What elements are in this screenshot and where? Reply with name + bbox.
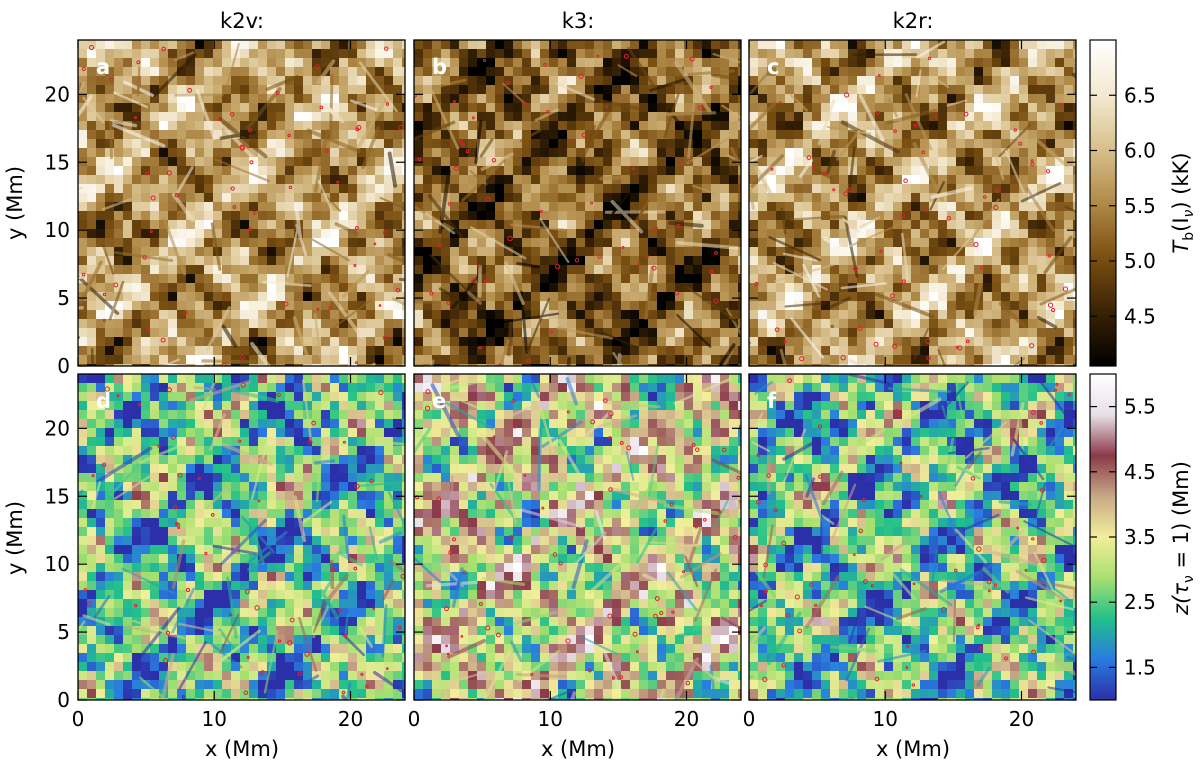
xtick-label: 20 [1009, 707, 1034, 731]
panel-d-image [78, 374, 405, 700]
ytick-label: 10 [45, 218, 70, 242]
colorbar-tick-label: 5.5 [1124, 395, 1156, 419]
panel-b: b [413, 39, 742, 367]
ylabel-top: y (Mm) [3, 166, 27, 240]
panel-b-contours [414, 53, 719, 366]
panel-f-image [749, 374, 1076, 700]
ytick-label: 15 [45, 150, 70, 174]
ylabel-bottom: y (Mm) [3, 501, 27, 575]
colorbar-tick-label: 6.5 [1124, 83, 1156, 107]
ytick-label: 20 [45, 82, 70, 106]
panel-label: e [432, 389, 446, 413]
panel-b-ticks [413, 40, 741, 367]
panel-e-fibrils [414, 374, 741, 700]
xtick-label: 20 [338, 707, 363, 731]
colorbar-labels: Tb(Iν) (kK) z(τν = 1) (Mm) [1169, 152, 1197, 615]
axis-labels: y (Mm) y (Mm) x (Mm) x (Mm) x (Mm) [3, 166, 950, 761]
panel-c-pixels [749, 40, 1076, 366]
panel-e-contours [415, 389, 741, 686]
panel-c-image [749, 40, 1076, 366]
colorbar-tick-label: 5.5 [1124, 194, 1156, 218]
ytick-label: 15 [45, 484, 70, 508]
panel-f-frame [748, 373, 1077, 701]
panel-c-contours [754, 56, 1069, 362]
panel-a-ticks [77, 40, 405, 367]
xtick-label: 10 [538, 707, 563, 731]
colorbar-temperature: 4.5 5.0 5.5 6.0 6.5 [1089, 39, 1156, 367]
colorbar-tick-label: 4.5 [1124, 304, 1156, 328]
panel-label: b [432, 55, 447, 79]
ytick-label: 0 [57, 688, 70, 712]
panels: 0 5 10 15 20 a b c 0 5 10 15 20 0 10 20 d 0 10 20 e 0 10 20 f [45, 39, 1077, 731]
panel-b-fibrils [414, 46, 741, 366]
panel-d-pixels [78, 374, 405, 700]
panel-label: f [767, 389, 777, 413]
panel-b-pixels [414, 40, 741, 366]
panel-a: 0 5 10 15 20 a [45, 39, 406, 378]
panel-f-contours [756, 378, 1072, 687]
panel-f-pixels [749, 374, 1076, 700]
panel-d-frame [77, 373, 406, 701]
panel-f-ticks [748, 374, 1076, 701]
colorbar-tick-label: 1.5 [1124, 655, 1156, 679]
column-titles: k2v: k3: k2r: [220, 9, 933, 33]
column-title-k2r: k2r: [893, 9, 934, 33]
panel-a-frame [77, 39, 406, 367]
ytick-label: 0 [57, 354, 70, 378]
panel-f-fibrils [749, 374, 1076, 700]
panel-a-image [78, 40, 405, 366]
panel-a-fibrils [78, 42, 405, 366]
panel-c-ticks [748, 40, 1076, 367]
panel-d-fibrils [78, 375, 405, 700]
panel-e-image [414, 374, 741, 700]
colorbar-bar [1089, 39, 1117, 367]
colorbar-tick-label: 2.5 [1124, 590, 1156, 614]
panel-c-fibrils [749, 40, 1076, 366]
ytick-label: 5 [57, 286, 70, 310]
xlabel-b: x (Mm) [541, 737, 615, 761]
colorbars: 4.5 5.0 5.5 6.0 6.5 1.5 2.5 3.5 4.5 5.5 [1089, 39, 1156, 701]
ytick-label: 5 [57, 620, 70, 644]
xtick-label: 10 [202, 707, 227, 731]
xtick-label: 0 [72, 707, 85, 731]
xtick-label: 0 [743, 707, 756, 731]
panel-e-frame [413, 373, 742, 701]
panel-c: c [748, 39, 1077, 367]
panel-label: a [96, 55, 110, 79]
panel-d: 0 5 10 15 20 0 10 20 d [45, 373, 406, 731]
xlabel-a: x (Mm) [205, 737, 279, 761]
xtick-label: 20 [674, 707, 699, 731]
panel-b-image [414, 40, 741, 366]
ytick-label: 20 [45, 416, 70, 440]
xtick-label: 10 [873, 707, 898, 731]
panel-f: 0 10 20 f [743, 373, 1077, 731]
panel-d-ticks [77, 374, 405, 701]
panel-label: c [767, 55, 779, 79]
column-title-k3: k3: [562, 9, 595, 33]
xtick-label: 0 [408, 707, 421, 731]
panel-b-frame [413, 39, 742, 367]
colorbar-tick-label: 3.5 [1124, 525, 1156, 549]
column-title-k2v: k2v: [220, 9, 264, 33]
colorbar-tick-label: 6.0 [1124, 139, 1156, 163]
panel-c-frame [748, 39, 1077, 367]
panel-e-ticks [413, 374, 741, 701]
panel-a-pixels [78, 40, 405, 366]
colorbar-label-height: z(τν = 1) (Mm) [1169, 461, 1197, 616]
panel-d-contours [83, 382, 405, 696]
xlabel-c: x (Mm) [876, 737, 950, 761]
panel-a-contours [81, 45, 404, 366]
panel-label: d [96, 389, 111, 413]
colorbar-tick-label: 4.5 [1124, 460, 1156, 484]
ytick-label: 10 [45, 552, 70, 576]
colorbar-height: 1.5 2.5 3.5 4.5 5.5 [1089, 373, 1156, 701]
colorbar-tick-label: 5.0 [1124, 249, 1156, 273]
colorbar-label-temperature: Tb(Iν) (kK) [1169, 152, 1197, 253]
panel-e: 0 10 20 e [408, 373, 742, 731]
